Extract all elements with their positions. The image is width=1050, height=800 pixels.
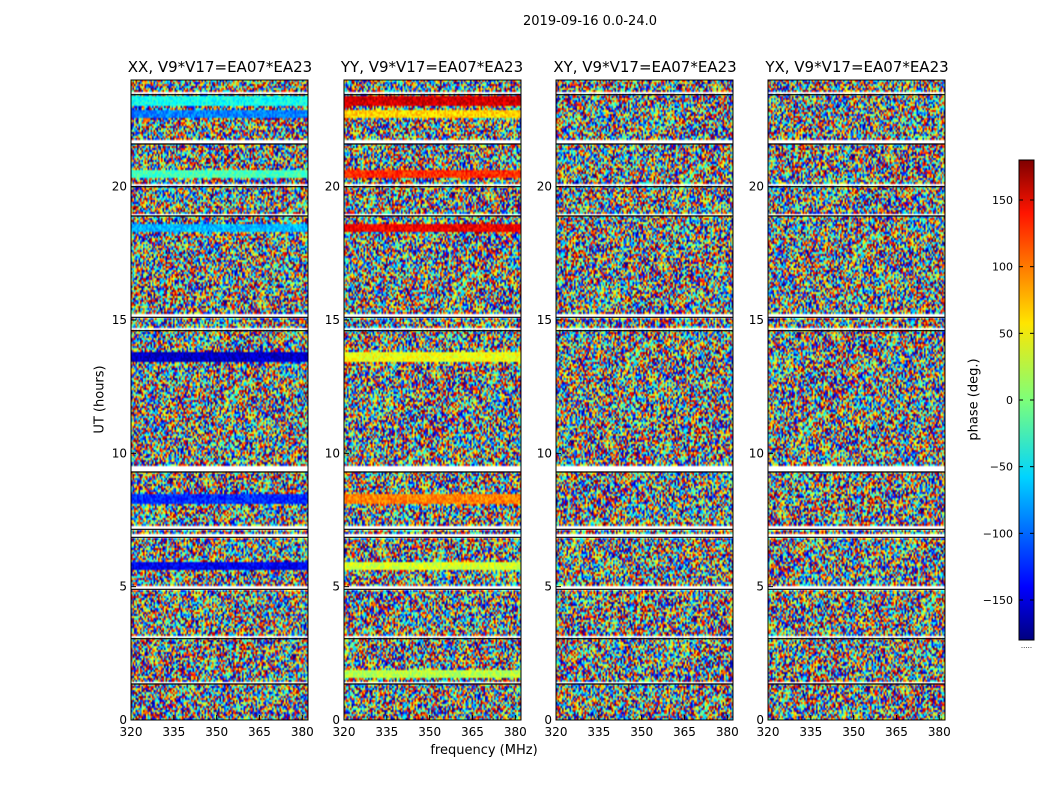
y-tick-label: 15 bbox=[112, 313, 127, 327]
plot-frame-1 bbox=[343, 79, 522, 721]
colorbar-tick-label: −100 bbox=[983, 527, 1013, 540]
y-tick-label: 5 bbox=[756, 580, 764, 594]
y-tick-label: 0 bbox=[119, 713, 127, 727]
y-tick-label: 10 bbox=[749, 446, 764, 460]
y-tick-label: 0 bbox=[544, 713, 552, 727]
x-tick-label: 335 bbox=[162, 725, 185, 739]
x-tick-label: 335 bbox=[375, 725, 398, 739]
colorbar-tick-label: 0 bbox=[1006, 394, 1013, 407]
y-tick-label: 5 bbox=[332, 580, 340, 594]
x-tick-label: 365 bbox=[673, 725, 696, 739]
y-tick-label: 5 bbox=[119, 580, 127, 594]
x-tick-label: 380 bbox=[504, 725, 527, 739]
heatmap-0 bbox=[131, 80, 308, 720]
x-tick-label: 350 bbox=[205, 725, 228, 739]
x-tick-label: 365 bbox=[461, 725, 484, 739]
page-title: 2019-09-16 0.0-24.0 bbox=[523, 14, 657, 29]
heatmap-3 bbox=[768, 80, 945, 720]
y-tick-label: 20 bbox=[537, 180, 552, 194]
plot-frame-0 bbox=[130, 79, 309, 721]
x-tick-label: 320 bbox=[545, 725, 568, 739]
colorbar-tick-label: −150 bbox=[983, 594, 1013, 607]
heatmap-1 bbox=[344, 80, 521, 720]
plot-frame-3 bbox=[767, 79, 946, 721]
y-tick-label: 0 bbox=[332, 713, 340, 727]
y-tick-label: 20 bbox=[112, 180, 127, 194]
y-tick-label: 15 bbox=[749, 313, 764, 327]
x-tick-label: 335 bbox=[799, 725, 822, 739]
panel-title-xy: XY, V9*V17=EA07*EA23 bbox=[553, 58, 737, 76]
x-tick-label: 365 bbox=[248, 725, 271, 739]
y-tick-label: 5 bbox=[544, 580, 552, 594]
colorbar-tick-label: −50 bbox=[990, 461, 1013, 474]
y-tick-label: 15 bbox=[325, 313, 340, 327]
x-tick-label: 365 bbox=[885, 725, 908, 739]
y-tick-label: 20 bbox=[325, 180, 340, 194]
y-tick-label: 10 bbox=[325, 446, 340, 460]
heatmap-2 bbox=[556, 80, 733, 720]
x-tick-label: 380 bbox=[291, 725, 314, 739]
colorbar-footnote: ..... bbox=[1021, 642, 1032, 650]
colorbar-tick-label: 100 bbox=[992, 261, 1013, 274]
y-tick-label: 0 bbox=[756, 713, 764, 727]
x-tick-label: 335 bbox=[587, 725, 610, 739]
panel-title-yy: YY, V9*V17=EA07*EA23 bbox=[340, 58, 524, 76]
x-tick-label: 320 bbox=[757, 725, 780, 739]
x-tick-label: 320 bbox=[120, 725, 143, 739]
x-tick-label: 350 bbox=[418, 725, 441, 739]
x-tick-label: 320 bbox=[333, 725, 356, 739]
y-tick-label: 10 bbox=[112, 446, 127, 460]
x-tick-label: 380 bbox=[928, 725, 951, 739]
x-tick-label: 350 bbox=[842, 725, 865, 739]
x-tick-label: 380 bbox=[716, 725, 739, 739]
panel-title-xx: XX, V9*V17=EA07*EA23 bbox=[127, 58, 313, 76]
colorbar-tick-label: 150 bbox=[992, 194, 1013, 207]
y-tick-label: 10 bbox=[537, 446, 552, 460]
plot-frame-2 bbox=[555, 79, 734, 721]
y-tick-label: 15 bbox=[537, 313, 552, 327]
colorbar-tick-label: 50 bbox=[999, 327, 1013, 340]
panel-title-yx: YX, V9*V17=EA07*EA23 bbox=[765, 58, 949, 76]
x-axis-label: frequency (MHz) bbox=[430, 743, 538, 758]
x-tick-label: 350 bbox=[630, 725, 653, 739]
y-tick-label: 20 bbox=[749, 180, 764, 194]
